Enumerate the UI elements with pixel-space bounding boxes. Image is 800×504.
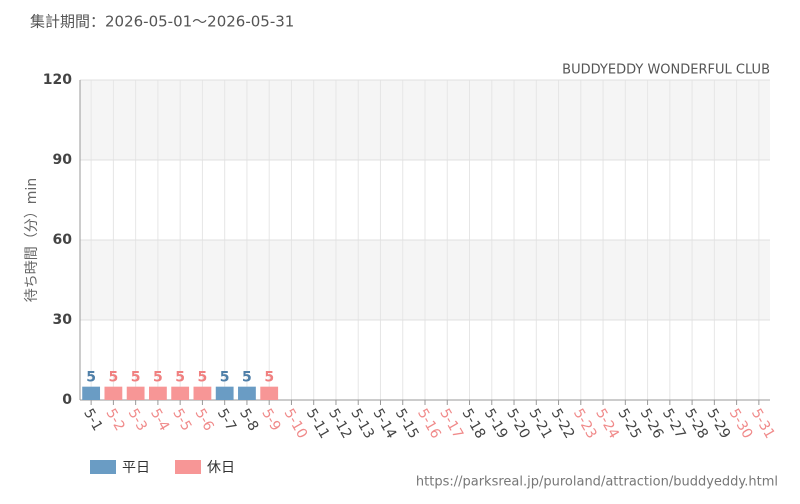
y-tick-label: 60 (53, 232, 73, 248)
x-tick-label: 5-2 (102, 406, 127, 434)
legend-label: 休日 (207, 460, 235, 476)
bar (149, 386, 167, 400)
bar (171, 386, 190, 400)
x-tick-label: 5-6 (191, 406, 216, 434)
value-label: 5 (175, 370, 185, 386)
y-tick-label: 30 (53, 312, 73, 328)
bar (238, 386, 256, 400)
y-tick-label: 0 (62, 392, 72, 408)
bar (193, 386, 212, 400)
legend-label: 平日 (122, 460, 150, 476)
x-tick-label: 5-8 (236, 406, 261, 434)
y-tick-label: 120 (43, 72, 72, 88)
x-tick-label: 5-31 (748, 406, 778, 442)
bar (260, 386, 279, 400)
value-label: 5 (198, 370, 208, 386)
source: https://parksreal.jp/puroland/attraction… (416, 475, 778, 490)
legend-swatch (90, 460, 116, 474)
bar (104, 386, 123, 400)
value-label: 5 (86, 370, 96, 386)
value-label: 5 (109, 370, 119, 386)
y-tick-label: 90 (53, 152, 73, 168)
bar (126, 386, 145, 400)
x-tick-label: 5-5 (169, 406, 194, 434)
legend-swatch (175, 460, 201, 474)
x-tick-label: 5-1 (80, 406, 105, 434)
bar (82, 386, 101, 400)
value-label: 5 (264, 370, 274, 386)
x-tick-label: 5-4 (147, 406, 172, 434)
bar (215, 386, 234, 400)
value-label: 5 (131, 370, 141, 386)
chart-subtitle: BUDDYEDDY WONDERFUL CLUB (562, 63, 770, 78)
x-tick-label: 5-9 (258, 406, 283, 434)
chart-title: 集計期間：2026-05-01～2026-05-31 (30, 13, 294, 31)
y-axis-label: 待ち時間（分）min (24, 178, 40, 302)
value-label: 5 (153, 370, 163, 386)
value-label: 5 (242, 370, 252, 386)
value-label: 5 (220, 370, 230, 386)
x-tick-label: 5-7 (214, 406, 239, 434)
x-tick-label: 5-3 (125, 406, 150, 434)
